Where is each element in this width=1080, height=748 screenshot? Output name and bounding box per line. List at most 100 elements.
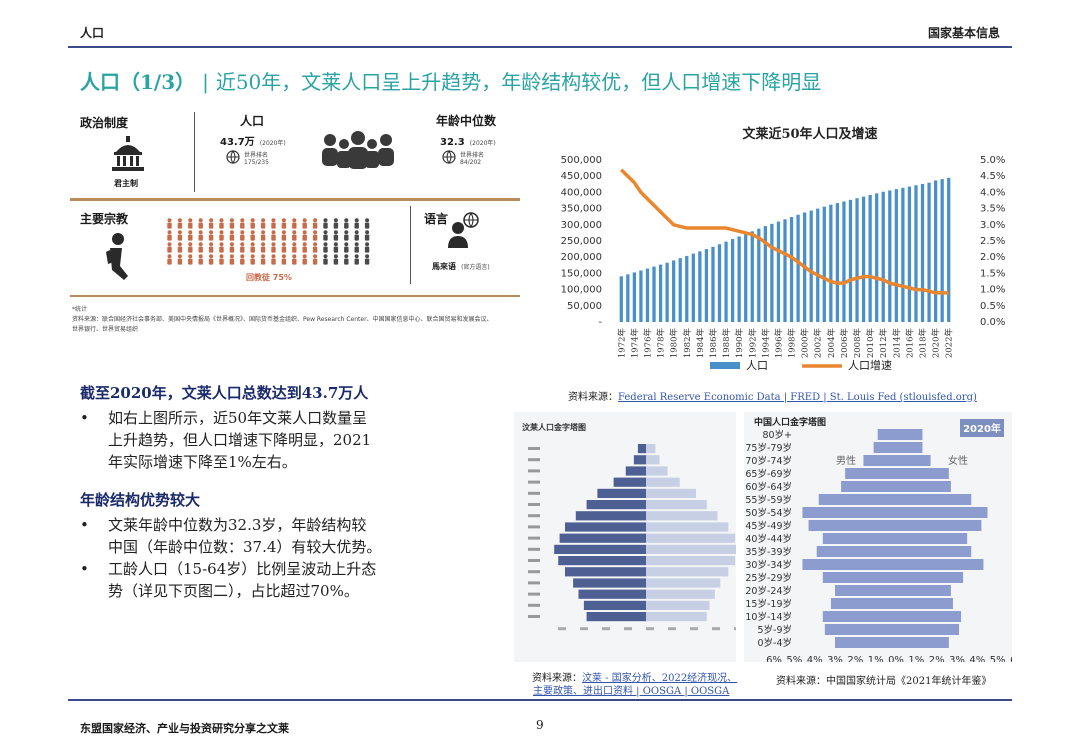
brunei-male-bar	[573, 578, 646, 588]
person-pictogram	[240, 242, 245, 253]
x-tick-label: 1998年	[787, 328, 798, 359]
y-right-tick-label: 0.5%	[980, 301, 1005, 312]
x-tick-label: 1990年	[734, 328, 745, 359]
median-age-rank-label: 世界排名	[460, 152, 485, 159]
person-pictogram	[260, 218, 266, 229]
female-bar	[896, 624, 960, 635]
title-main: 人口（1/3）	[80, 70, 196, 94]
male-bar	[824, 624, 896, 635]
chart1-source-link[interactable]: Federal Reserve Economic Data | FRED | S…	[618, 392, 977, 403]
bullet-line: 工龄人口（15-64岁）比例呈波动上升态	[108, 560, 377, 578]
x-tick-label: 1994年	[760, 328, 771, 359]
footer-rule	[68, 699, 1012, 701]
y-right-tick-label: 2.0%	[980, 252, 1005, 263]
median-age-stat: 32.3 (2020年)	[440, 130, 496, 149]
footer-left: 东盟国家经济、产业与投资研究分享之文莱	[80, 722, 289, 735]
religion-heading: 主要宗教	[80, 212, 129, 226]
brunei-female-bar	[646, 533, 736, 543]
population-bar	[835, 203, 840, 322]
info-divider	[70, 198, 520, 201]
person-pictogram	[312, 218, 318, 229]
population-bar	[717, 244, 722, 322]
brunei-female-bar	[646, 612, 707, 622]
x-tick-label: 1984年	[695, 328, 706, 359]
politics-value: 君主制	[114, 179, 138, 188]
person-pictogram	[292, 242, 297, 253]
brunei-age-label	[528, 491, 540, 495]
language-heading: 语言	[424, 212, 449, 226]
bullet-line: 年实际增速下降至1%左右。	[108, 453, 297, 471]
country-info-panel: 政治制度 君主制 人口 43.7万 (2020年) 世界排名 175/235 年…	[70, 108, 522, 348]
brunei-female-bar	[646, 488, 696, 498]
chart2-source-link-cont[interactable]: 主要政策、进出口资料 | OOSGA | OOSGA	[533, 686, 730, 697]
male-bar	[802, 507, 896, 518]
government-building-icon	[112, 136, 144, 171]
person-pictogram	[281, 242, 287, 253]
person-pictogram	[323, 254, 328, 265]
population-bar	[829, 204, 833, 322]
x-tick-label: 2014年	[891, 328, 902, 359]
population-rank: 175/235	[244, 159, 269, 166]
y-left-tick-label: 150,000	[561, 268, 602, 279]
age-group-label: 40岁-44岁	[745, 533, 792, 545]
person-pictogram	[208, 242, 214, 253]
person-pictogram	[240, 254, 245, 265]
population-heading: 人口	[240, 114, 265, 128]
population-bar	[920, 183, 925, 322]
population-bar	[796, 214, 800, 322]
brunei-male-bar	[637, 444, 646, 454]
x-tick-label: 4%	[807, 655, 823, 662]
person-pictogram	[344, 242, 349, 253]
bullet-line: 文莱年龄中位数为32.3岁，年龄结构较	[108, 516, 367, 534]
female-bar	[896, 572, 964, 583]
female-bar	[896, 585, 951, 596]
person-pictogram	[323, 230, 328, 241]
person-pictogram	[333, 242, 339, 253]
header-rule	[68, 46, 1012, 48]
title-separator: |	[202, 70, 209, 94]
population-bar	[744, 233, 748, 322]
x-tick-label: 1974年	[629, 328, 640, 359]
population-bar	[652, 266, 656, 322]
y-right-tick-label: 2.5%	[980, 236, 1005, 247]
population-bar	[665, 262, 669, 322]
person-pictogram	[188, 254, 193, 265]
chart-title: 文莱近50年人口及增速	[742, 126, 877, 142]
brunei-x-tick	[712, 627, 720, 631]
text-block: 截至2020年，文莱人口总数达到43.7万人 • 如右上图所示，近50年文莱人口…	[80, 382, 500, 602]
population-bar	[848, 199, 853, 322]
y-right-tick-label: 3.0%	[980, 220, 1005, 231]
bullet-mark: •	[80, 409, 89, 427]
person-pictogram	[344, 230, 349, 241]
population-bar	[933, 180, 938, 322]
brunei-male-bar	[565, 567, 646, 577]
female-bar	[896, 637, 949, 648]
population-value: 43.7万	[220, 137, 255, 148]
page-title: 人口（1/3） | 近50年，文莱人口呈上升趋势，年龄结构较优，但人口增速下降明…	[80, 66, 821, 95]
population-chart-svg: 文莱近50年人口及增速 - 50,000 100,000 150,000 200,000…	[561, 126, 1006, 372]
legend-label-population: 人口	[746, 359, 768, 372]
population-bar	[632, 272, 637, 322]
brunei-female-bar	[646, 444, 656, 454]
population-bar	[698, 251, 702, 322]
person-pictogram	[250, 254, 255, 265]
population-bar	[855, 198, 859, 322]
chart1-source-prefix: 资料来源：	[568, 392, 618, 403]
year-badge-label: 2020年	[963, 422, 1001, 435]
y-right-tick-label: 1.5%	[980, 268, 1005, 279]
y-right-tick-label: 0.0%	[980, 317, 1005, 328]
bullet-text: 工龄人口（15-64岁）比例呈波动上升态 势（详见下页图二），占比超过70%。	[108, 558, 376, 602]
x-tick-label: 6%	[766, 655, 782, 662]
brunei-female-bar	[646, 477, 680, 487]
age-group-label: 60岁-64岁	[745, 481, 792, 493]
person-pictogram	[240, 218, 245, 229]
brunei-age-label	[528, 525, 540, 529]
person-pictogram	[271, 230, 276, 241]
female-bar	[896, 494, 972, 505]
person-pictogram	[167, 218, 172, 229]
page-number: 9	[536, 718, 544, 732]
chart2-source-link[interactable]: 汶莱 - 国家分析、2022经济现况、	[582, 673, 738, 684]
religion-pictogram	[167, 218, 370, 265]
person-pictogram	[177, 242, 183, 253]
population-bar	[619, 276, 623, 322]
